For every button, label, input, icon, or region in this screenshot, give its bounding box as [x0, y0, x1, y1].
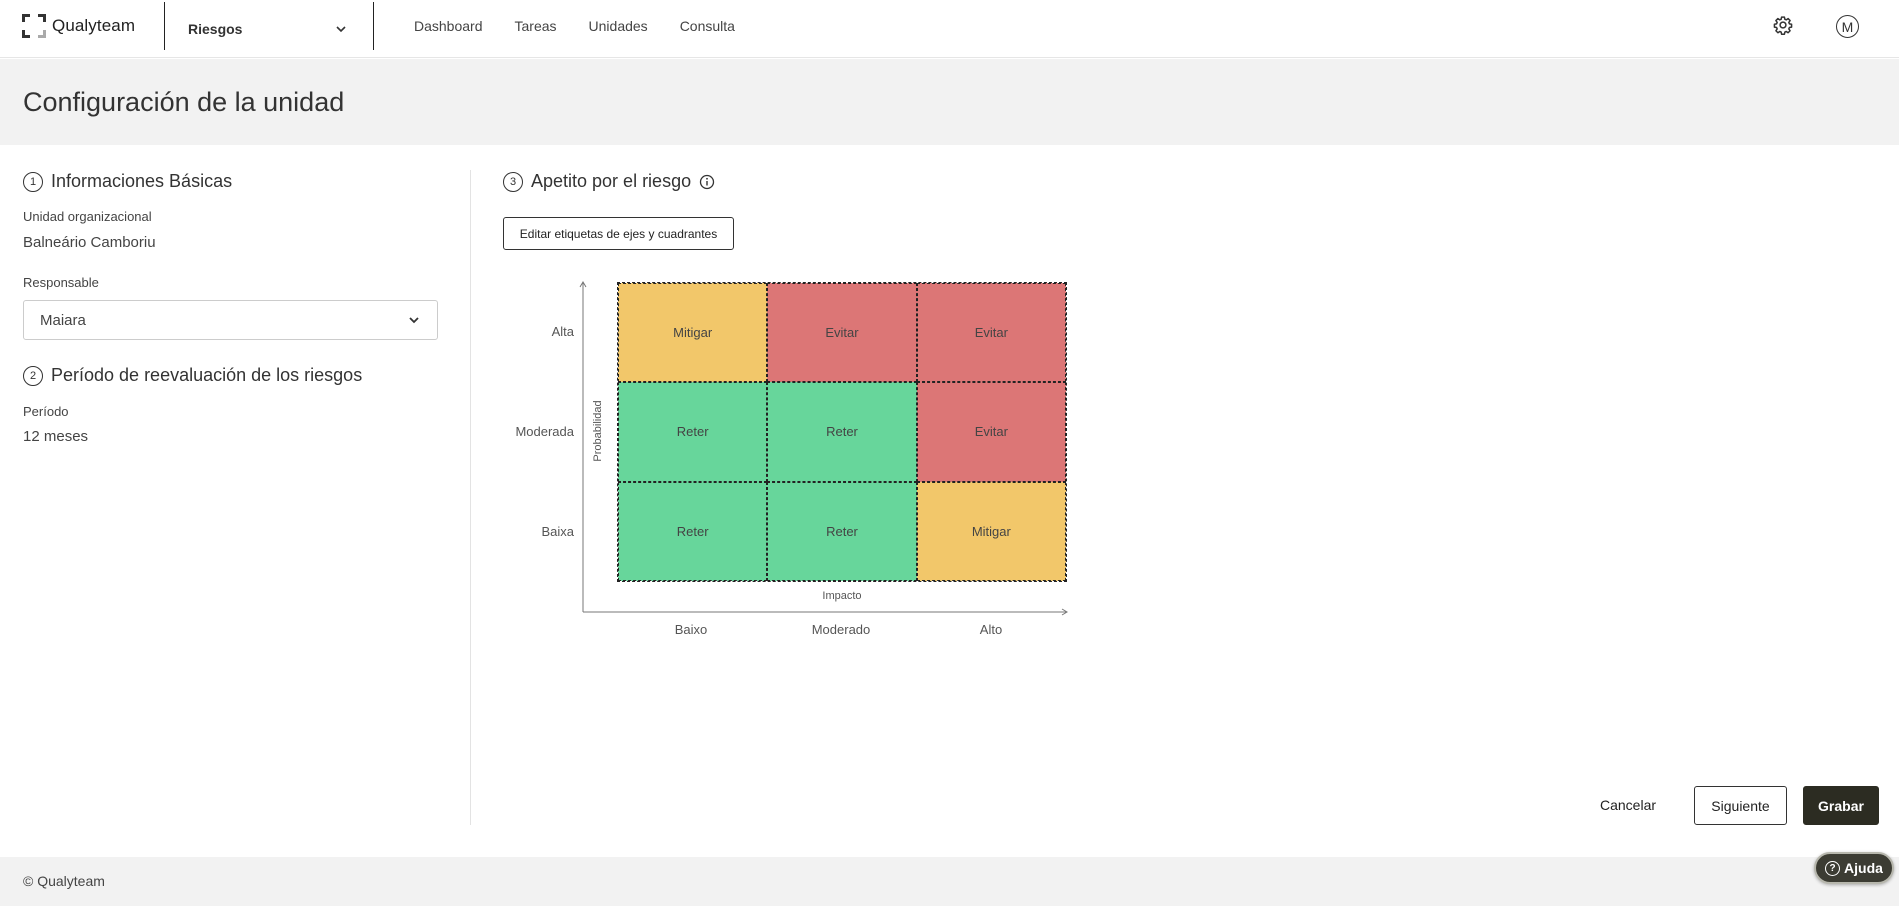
next-button[interactable]: Siguiente — [1694, 786, 1787, 825]
title-band: Configuración de la unidad — [0, 59, 1899, 145]
info-icon[interactable] — [699, 174, 715, 190]
help-label: Ajuda — [1844, 860, 1883, 876]
module-selector-label: Riesgos — [188, 21, 243, 37]
top-bar: Qualyteam Riesgos Dashboard Tareas Unida… — [0, 0, 1899, 58]
y-axis-title: Probabilidad — [592, 400, 604, 462]
y-label-moderada: Moderada — [515, 424, 574, 439]
header-divider — [373, 2, 374, 50]
matrix-cell[interactable]: Mitigar — [916, 481, 1066, 581]
matrix-cell[interactable]: Reter — [767, 481, 917, 581]
step-number: 1 — [23, 171, 43, 192]
module-selector[interactable]: Riesgos — [188, 18, 348, 40]
appetite-header: 3 Apetito por el riesgo — [503, 171, 715, 192]
main-nav: Dashboard Tareas Unidades Consulta — [414, 18, 767, 34]
nav-dashboard[interactable]: Dashboard — [414, 18, 483, 34]
page-title: Configuración de la unidad — [23, 87, 345, 117]
nav-consulta[interactable]: Consulta — [679, 18, 735, 34]
unit-value: Balneário Camboriu — [23, 234, 156, 251]
risk-matrix: Mitigar Evitar Evitar Reter Reter Evitar Reter… — [617, 282, 1067, 582]
section-title: Informaciones Básicas — [51, 171, 233, 191]
matrix-cell[interactable]: Evitar — [767, 283, 917, 383]
help-button[interactable]: ? Ajuda — [1814, 852, 1894, 884]
section-title: Período de reevaluación de los riesgos — [51, 365, 363, 385]
save-button[interactable]: Grabar — [1803, 786, 1879, 825]
copyright: © Qualyteam — [23, 873, 105, 889]
chevron-down-icon — [409, 317, 419, 324]
help-icon: ? — [1825, 860, 1841, 876]
x-label-alto: Alto — [979, 622, 1003, 637]
x-label-moderado: Moderado — [811, 622, 871, 637]
logo[interactable]: Qualyteam — [22, 14, 135, 38]
x-axis-title: Impacto — [822, 590, 862, 602]
step-number: 2 — [23, 365, 43, 386]
nav-unidades[interactable]: Unidades — [588, 18, 648, 34]
section-title: Apetito por el riesgo — [531, 171, 692, 191]
header-divider — [164, 2, 165, 50]
matrix-cell[interactable]: Evitar — [916, 283, 1066, 383]
chevron-down-icon — [336, 26, 346, 33]
responsible-select[interactable]: Maiara — [23, 300, 438, 340]
nav-tareas[interactable]: Tareas — [514, 18, 557, 34]
period-value: 12 meses — [23, 428, 89, 445]
logo-text: Qualyteam — [52, 16, 136, 35]
basic-info-header: 1 Informaciones Básicas — [23, 171, 232, 192]
step-number: 3 — [503, 171, 523, 192]
responsible-label: Responsable — [23, 275, 99, 290]
matrix-cell[interactable]: Reter — [618, 382, 768, 482]
cancel-button[interactable]: Cancelar — [1590, 786, 1666, 824]
unit-label: Unidad organizacional — [23, 209, 152, 224]
matrix-cell[interactable]: Reter — [618, 481, 768, 581]
y-label-baixa: Baixa — [541, 524, 574, 539]
period-label: Período — [23, 404, 69, 419]
matrix-cell[interactable]: Mitigar — [618, 283, 768, 383]
x-label-baixo: Baixo — [674, 622, 708, 637]
logo-icon — [22, 14, 46, 38]
avatar[interactable]: M — [1836, 15, 1859, 38]
gear-icon[interactable] — [1773, 15, 1793, 35]
responsible-select-value: Maiara — [40, 311, 86, 329]
reevaluation-header: 2 Período de reevaluación de los riesgos — [23, 365, 362, 386]
column-divider — [470, 170, 471, 825]
footer: © Qualyteam — [0, 857, 1899, 906]
edit-labels-button[interactable]: Editar etiquetas de ejes y cuadrantes — [503, 217, 734, 250]
matrix-cell[interactable]: Reter — [767, 382, 917, 482]
matrix-cell[interactable]: Evitar — [916, 382, 1066, 482]
y-label-alta: Alta — [551, 324, 574, 339]
